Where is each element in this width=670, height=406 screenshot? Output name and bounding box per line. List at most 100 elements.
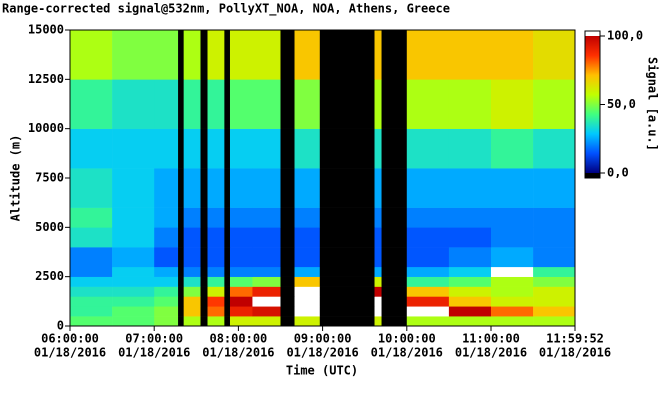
heatmap-cell <box>229 276 253 287</box>
heatmap-cell <box>448 30 492 80</box>
no-data-cell <box>381 266 408 277</box>
heatmap-cell <box>448 286 492 297</box>
heatmap-cell <box>252 286 281 297</box>
heatmap-cell <box>490 247 534 268</box>
heatmap-cell <box>448 168 492 208</box>
no-data-cell <box>224 227 231 248</box>
heatmap-cell <box>112 30 155 80</box>
no-data-cell <box>224 79 231 129</box>
heatmap-cell <box>374 128 382 169</box>
heatmap-cell <box>533 266 576 277</box>
heatmap-cell <box>207 316 225 327</box>
y-tick-label: 15000 <box>28 23 64 37</box>
heatmap-cell <box>406 316 450 327</box>
heatmap-cell <box>406 276 450 287</box>
heatmap-cell <box>229 30 253 80</box>
no-data-cell <box>178 79 184 129</box>
heatmap-cell <box>448 207 492 228</box>
no-data-cell <box>224 266 231 277</box>
heatmap-cell <box>294 227 321 248</box>
no-data-cell <box>224 296 231 307</box>
y-tick-label: 0 <box>57 319 64 333</box>
heatmap-cell <box>294 296 321 307</box>
no-data-cell <box>319 266 375 277</box>
heatmap-cell <box>374 30 382 80</box>
heatmap-cell <box>207 276 225 287</box>
heatmap-cell <box>294 207 321 228</box>
heatmap-cell <box>70 316 113 327</box>
no-data-cell <box>178 227 184 248</box>
colorbar-under <box>585 173 600 178</box>
no-data-cell <box>381 306 408 317</box>
heatmap-cell <box>112 79 155 129</box>
no-data-cell <box>178 30 184 80</box>
heatmap-cell <box>70 266 113 277</box>
no-data-cell <box>200 30 208 80</box>
y-axis-label: Altitude (m) <box>9 135 23 222</box>
heatmap-cell <box>70 276 113 287</box>
heatmap-cell <box>183 296 201 307</box>
x-tick-label: 08:00:00 <box>209 332 267 346</box>
heatmap-cell <box>294 30 321 80</box>
heatmap-cell <box>154 276 179 287</box>
heatmap-cell <box>70 306 113 317</box>
no-data-cell <box>319 306 375 317</box>
heatmap-cell <box>112 286 155 297</box>
heatmap-cell <box>252 316 281 327</box>
heatmap-cell <box>112 227 155 248</box>
x-tick-label: 06:00:00 <box>41 332 99 346</box>
heatmap-cell <box>374 207 382 228</box>
heatmap-cell <box>406 286 450 297</box>
no-data-cell <box>319 30 375 80</box>
no-data-cell <box>319 316 375 327</box>
heatmap-cell <box>533 79 576 129</box>
heatmap-cell <box>229 207 253 228</box>
no-data-cell <box>178 316 184 327</box>
heatmap-cell <box>490 276 534 287</box>
heatmap-cell <box>294 276 321 287</box>
x-axis-label: Time (UTC) <box>286 364 358 378</box>
heatmap-cell <box>252 227 281 248</box>
heatmap-cell <box>229 296 253 307</box>
heatmap-cell <box>229 227 253 248</box>
heatmap-cell <box>448 316 492 327</box>
no-data-cell <box>200 276 208 287</box>
no-data-cell <box>280 30 295 80</box>
heatmap-cell <box>448 128 492 169</box>
heatmap-cell <box>294 79 321 129</box>
no-data-cell <box>381 30 408 80</box>
heatmap-cell <box>448 266 492 277</box>
heatmap-cell <box>183 128 201 169</box>
no-data-cell <box>200 128 208 169</box>
heatmap-cell <box>70 227 113 248</box>
no-data-cell <box>280 276 295 287</box>
no-data-cell <box>224 30 231 80</box>
heatmap-cell <box>229 168 253 208</box>
heatmap-cell <box>490 168 534 208</box>
heatmap-cell <box>183 207 201 228</box>
no-data-cell <box>224 286 231 297</box>
heatmap-cell <box>207 227 225 248</box>
no-data-cell <box>319 276 375 287</box>
colorbar-tick-label: 50,0 <box>607 97 636 111</box>
heatmap-cell <box>374 296 382 307</box>
heatmap-cell <box>490 296 534 307</box>
heatmap-cell <box>406 247 450 268</box>
x-tick-label: 11:59:52 <box>546 332 604 346</box>
no-data-cell <box>319 247 375 268</box>
heatmap-cell <box>448 276 492 287</box>
heatmap-cell <box>406 168 450 208</box>
no-data-cell <box>381 276 408 287</box>
y-tick-label: 2500 <box>35 269 64 283</box>
no-data-cell <box>280 128 295 169</box>
no-data-cell <box>178 296 184 307</box>
heatmap-cell <box>533 316 576 327</box>
heatmap-cell <box>374 247 382 268</box>
heatmap-cell <box>252 276 281 287</box>
no-data-cell <box>319 207 375 228</box>
heatmap-cell <box>448 247 492 268</box>
no-data-cell <box>280 207 295 228</box>
no-data-cell <box>178 247 184 268</box>
heatmap-cell <box>406 266 450 277</box>
no-data-cell <box>381 296 408 307</box>
